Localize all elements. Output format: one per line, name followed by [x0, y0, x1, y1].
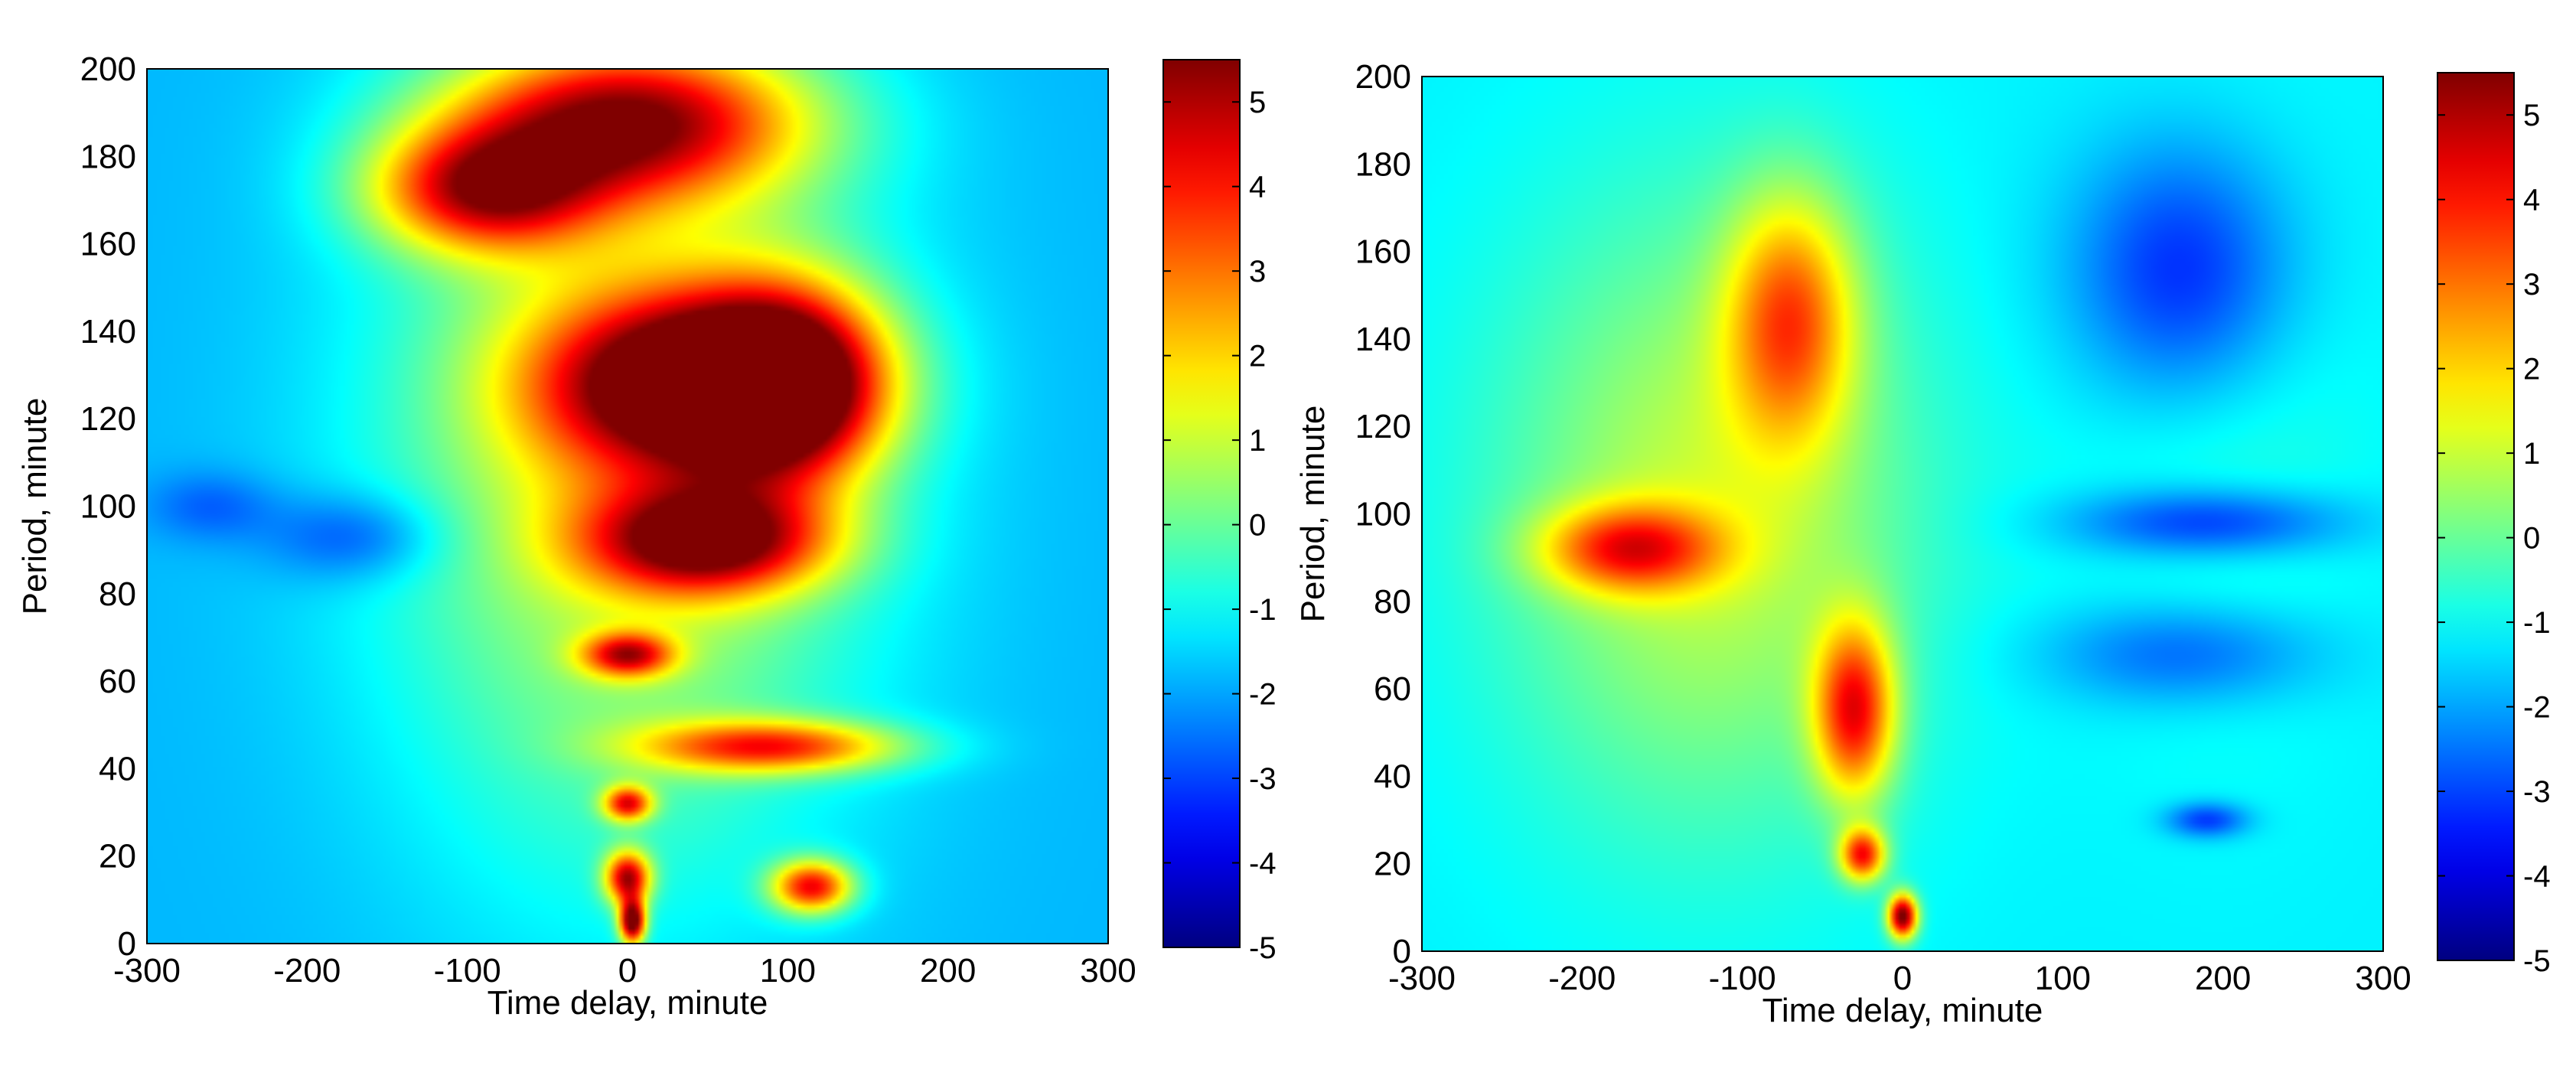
- x-tick-label: -100: [1709, 960, 1776, 997]
- x-tick-label: -300: [113, 952, 181, 989]
- plot-frame-2: [1421, 76, 2384, 952]
- colorbar-tick-label: 2: [1249, 340, 1266, 373]
- colorbar-tick-label: 0: [2523, 522, 2540, 556]
- x-tick-label: 300: [1080, 952, 1136, 989]
- plot-frame-1: [146, 68, 1109, 944]
- colorbar-tick-label: -1: [2523, 606, 2551, 640]
- x-tick-label: 200: [920, 952, 976, 989]
- y-tick-label: 200: [1355, 58, 1411, 96]
- y-tick-label: 120: [80, 400, 136, 438]
- colorbar-tick-label: -1: [1249, 593, 1277, 627]
- y-tick-label: 140: [1355, 321, 1411, 358]
- y-tick-label: 40: [99, 750, 136, 787]
- heatmap-1: [147, 69, 1108, 944]
- y-tick-label: 20: [99, 838, 136, 875]
- colorbar-tick-label: 5: [1249, 86, 1266, 119]
- y-tick-label: 160: [1355, 233, 1411, 271]
- colorbar-tick-label: 0: [1249, 509, 1266, 543]
- colorbar-tick-label: -2: [1249, 678, 1277, 712]
- x-tick-label: -300: [1388, 960, 1456, 997]
- y-tick-label: 20: [1374, 846, 1411, 883]
- x-tick-label: 100: [760, 952, 816, 989]
- y-tick-label: 180: [1355, 145, 1411, 183]
- colorbar-tick-label: -4: [2523, 860, 2551, 894]
- x-axis-label: Time delay, minute: [487, 984, 768, 1022]
- colorbar-tick-label: 2: [2523, 353, 2540, 386]
- x-axis-label: Time delay, minute: [1762, 992, 2043, 1029]
- y-tick-label: 0: [1393, 933, 1411, 970]
- y-axis-label: Period, minute: [1294, 406, 1332, 623]
- colorbar-tick-label: -3: [1249, 762, 1277, 796]
- y-tick-label: 60: [1374, 670, 1411, 708]
- x-tick-label: 300: [2355, 960, 2411, 997]
- x-tick-label: -200: [273, 952, 341, 989]
- heatmap-2: [1422, 77, 2383, 951]
- y-tick-label: 180: [80, 138, 136, 175]
- x-tick-label: -200: [1548, 960, 1616, 997]
- colorbar-1: [1162, 59, 1241, 948]
- x-tick-label: 0: [1893, 960, 1912, 997]
- colorbar-tick-label: -4: [1249, 847, 1277, 881]
- y-tick-label: 100: [1355, 496, 1411, 533]
- colorbar-tick-label: 4: [2523, 184, 2540, 217]
- colorbar-tick-label: 1: [2523, 437, 2540, 471]
- x-tick-label: 200: [2195, 960, 2251, 997]
- colorbar-tick-label: -2: [2523, 691, 2551, 725]
- y-tick-label: 80: [99, 575, 136, 613]
- y-tick-label: 0: [118, 925, 136, 963]
- colorbar-2: [2437, 72, 2515, 961]
- y-axis-label: Period, minute: [16, 398, 54, 615]
- colorbar-tick-label: 3: [2523, 268, 2540, 302]
- colorbar-tick-label: -5: [1249, 931, 1277, 965]
- y-tick-label: 80: [1374, 583, 1411, 621]
- x-tick-label: -100: [434, 952, 501, 989]
- y-tick-label: 40: [1374, 758, 1411, 795]
- y-tick-label: 200: [80, 51, 136, 88]
- colorbar-tick-label: 4: [1249, 171, 1266, 204]
- y-tick-label: 140: [80, 313, 136, 350]
- colorbar-tick-label: 5: [2523, 99, 2540, 132]
- y-tick-label: 60: [99, 663, 136, 700]
- x-tick-label: 100: [2035, 960, 2091, 997]
- colorbar-tick-label: -3: [2523, 775, 2551, 809]
- y-tick-label: 120: [1355, 408, 1411, 445]
- x-tick-label: 0: [618, 952, 637, 989]
- colorbar-tick-label: 1: [1249, 424, 1266, 458]
- colorbar-tick-label: -5: [2523, 944, 2551, 978]
- colorbar-tick-label: 3: [1249, 255, 1266, 289]
- y-tick-label: 100: [80, 488, 136, 526]
- y-tick-label: 160: [80, 226, 136, 263]
